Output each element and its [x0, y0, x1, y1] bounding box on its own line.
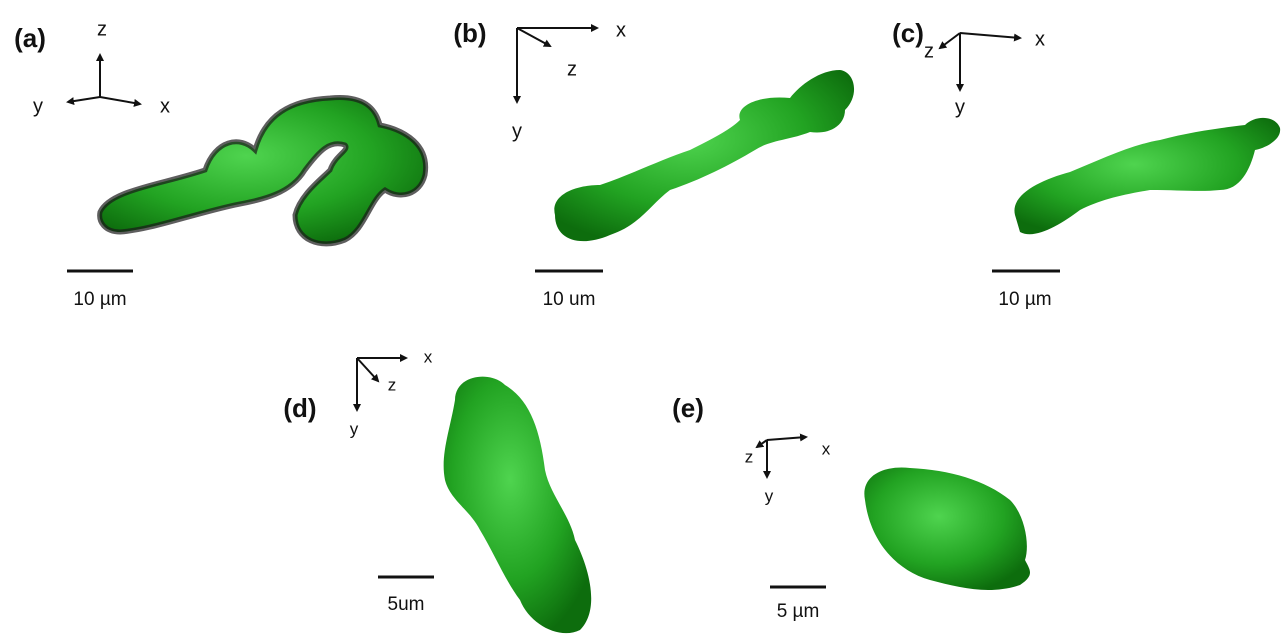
axis-label: z — [745, 447, 754, 466]
axis-label: z — [567, 58, 577, 80]
cell-render — [554, 70, 854, 241]
axes-icon: x y z — [745, 437, 831, 505]
axes-icon: x y z — [924, 28, 1045, 118]
panel-a: (a) z y x 10 µm — [14, 18, 426, 310]
panel-label: (d) — [283, 393, 316, 423]
axis-label: x — [160, 95, 170, 117]
scale-label: 5 µm — [777, 601, 820, 622]
axis-label: y — [955, 96, 965, 118]
axis-label: y — [33, 95, 43, 117]
axis-label: z — [924, 40, 934, 62]
axis-label: y — [350, 419, 359, 438]
axis-label: x — [424, 347, 433, 366]
scale-label: 5um — [388, 594, 425, 615]
panel-d: (d) x y z 5um — [283, 347, 591, 633]
axis-label: x — [616, 19, 626, 41]
cell-render — [1014, 118, 1280, 234]
scale-label: 10 um — [543, 289, 596, 310]
cell-render — [100, 97, 426, 243]
panel-label: (e) — [672, 393, 704, 423]
axis-label: z — [97, 18, 107, 40]
axis-label: z — [388, 375, 397, 394]
panel-label: (a) — [14, 23, 46, 53]
axes-icon: x y z — [512, 19, 626, 142]
panel-b: (b) x y z 10 um — [453, 18, 854, 310]
panel-label: (c) — [892, 18, 924, 48]
cell-render — [864, 467, 1030, 589]
scale-label: 10 µm — [998, 289, 1051, 310]
panel-e: (e) x y z 5 µm — [672, 393, 1030, 622]
axis-label: x — [822, 439, 831, 458]
cell-render — [444, 377, 592, 634]
axes-icon: z y x — [33, 18, 170, 117]
axis-label: y — [765, 486, 774, 505]
scale-label: 10 µm — [73, 289, 126, 310]
panel-label: (b) — [453, 18, 486, 48]
axis-label: y — [512, 120, 522, 142]
panel-c: (c) x y z 10 µm — [892, 18, 1280, 310]
figure: (a) z y x 10 µm (b) x y z 10 um (c) — [0, 0, 1285, 641]
axis-label: x — [1035, 28, 1045, 50]
axes-icon: x y z — [350, 347, 433, 438]
